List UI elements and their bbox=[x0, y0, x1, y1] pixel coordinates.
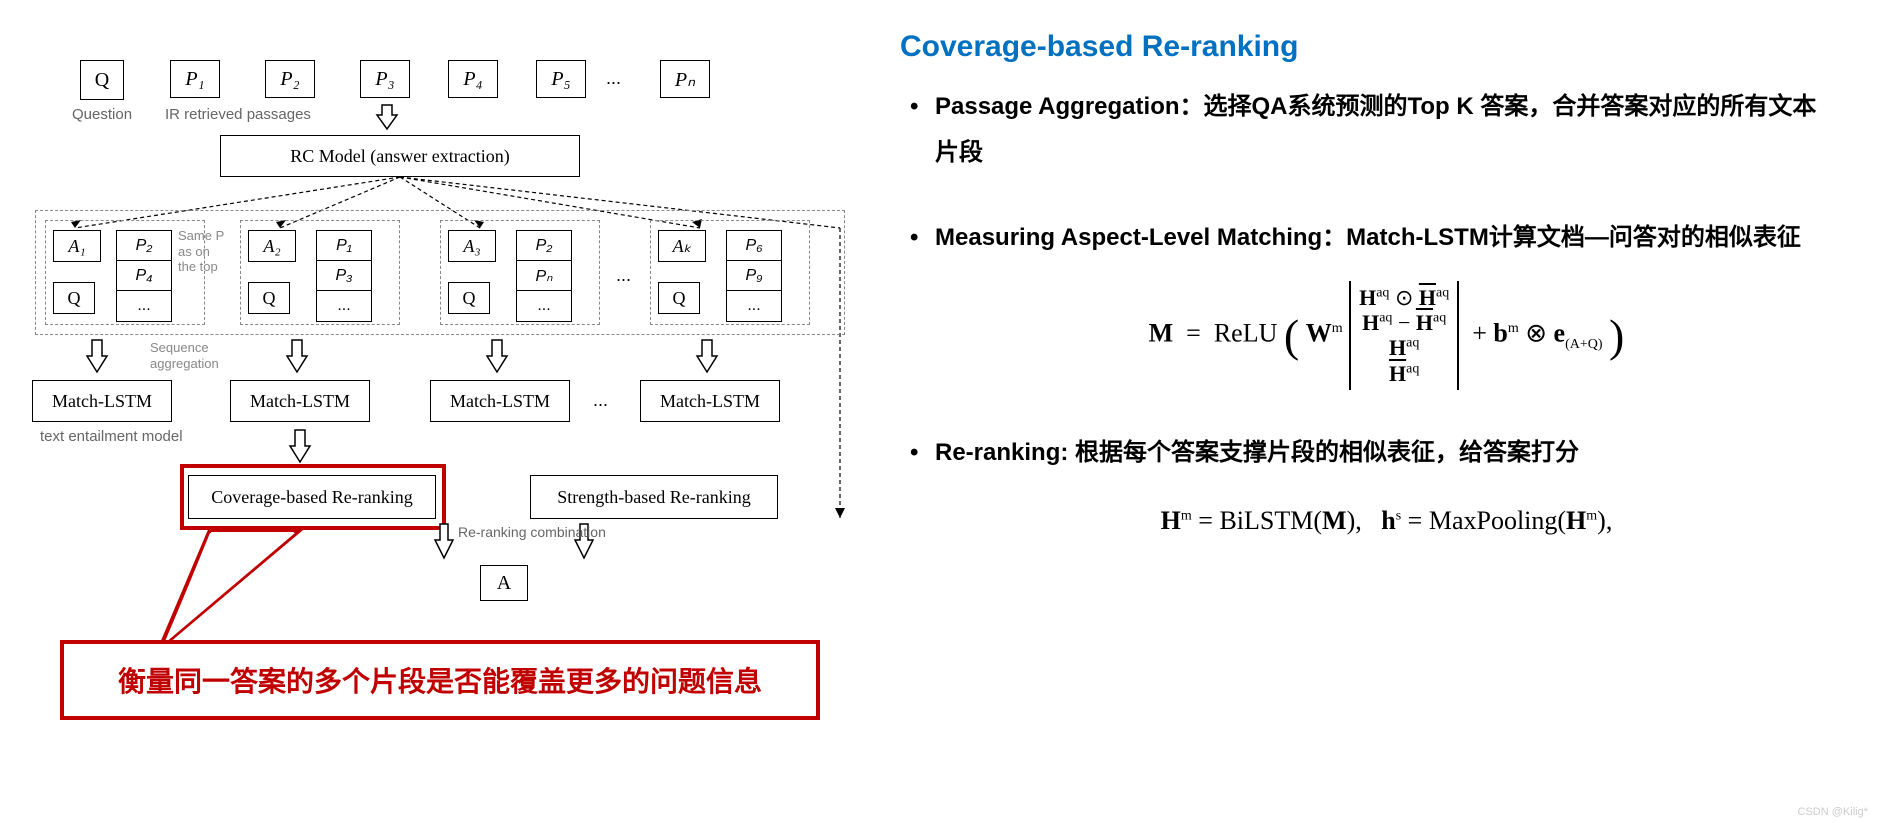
bullet-2-text: Measuring Aspect-Level Matching：Match-LS… bbox=[935, 224, 1801, 251]
bullet-1: Passage Aggregation：选择QA系统预测的Top K 答案，合并… bbox=[900, 84, 1838, 175]
bullet-3-text: Re-ranking: 根据每个答案支撑片段的相似表征，给答案打分 bbox=[935, 439, 1579, 466]
panel-title: Coverage-based Re-ranking bbox=[900, 30, 1838, 64]
rerank-comb-label: Re-ranking combination bbox=[458, 525, 606, 540]
final-arrows-icon bbox=[20, 30, 860, 650]
formula-m: M = ReLU ( Wm Haq ⊙ HaqHaq − HaqHaqHaq +… bbox=[935, 281, 1838, 390]
bullet-list: Passage Aggregation：选择QA系统预测的Top K 答案，合并… bbox=[900, 84, 1838, 545]
architecture-diagram: Q Question P₁ P₂ P₃ P₄ P₅ ... Pₙ IR retr… bbox=[20, 30, 860, 790]
red-callout-box: 衡量同一答案的多个片段是否能覆盖更多的问题信息 bbox=[60, 640, 820, 720]
callout-pointer-icon bbox=[150, 528, 350, 658]
bullet-3: Re-ranking: 根据每个答案支撑片段的相似表征，给答案打分 Hm = B… bbox=[900, 430, 1838, 545]
watermark: CSDN @Kilig* bbox=[1798, 806, 1868, 818]
formula-h: Hm = BiLSTM(M), hs = MaxPooling(Hm), bbox=[935, 496, 1838, 545]
bullet-2: Measuring Aspect-Level Matching：Match-LS… bbox=[900, 215, 1838, 390]
text-panel: Coverage-based Re-ranking Passage Aggreg… bbox=[880, 0, 1878, 823]
final-a-box: A bbox=[480, 565, 528, 601]
diagram-panel: Q Question P₁ P₂ P₃ P₄ P₅ ... Pₙ IR retr… bbox=[0, 0, 880, 823]
